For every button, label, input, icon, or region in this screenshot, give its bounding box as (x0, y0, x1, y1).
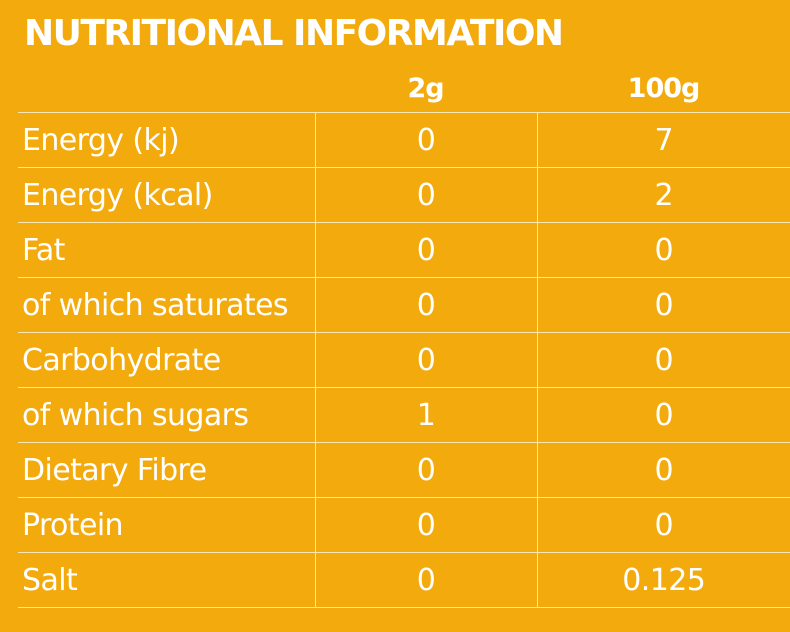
table-row-energy-kcal: Energy (kcal) 0 2 (18, 167, 790, 223)
value-2g: 0 (314, 167, 537, 223)
value-2g: 1 (314, 387, 537, 443)
row-label: Salt (18, 552, 315, 608)
column-header-2g: 2g (407, 73, 444, 104)
page-title: NUTRITIONAL INFORMATION (24, 13, 564, 54)
row-label: Energy (kj) (18, 112, 315, 168)
value-100g: 0 (536, 332, 790, 388)
table-row-salt: Salt 0 0.125 (18, 552, 790, 608)
value-100g: 0.125 (536, 552, 790, 608)
nutrition-table-body: Energy (kj) 0 7 Energy (kcal) 0 2 Fat 0 … (18, 112, 790, 608)
value-100g: 0 (536, 222, 790, 278)
table-row-protein: Protein 0 0 (18, 497, 790, 553)
column-header-100g: 100g (627, 73, 701, 104)
row-label: of which sugars (18, 387, 315, 443)
table-row-dietary-fibre: Dietary Fibre 0 0 (18, 442, 790, 498)
row-label: Protein (18, 497, 315, 553)
table-row-energy-kj: Energy (kj) 0 7 (18, 112, 790, 168)
table-row-fat: Fat 0 0 (18, 222, 790, 278)
value-2g: 0 (314, 497, 537, 553)
row-label: Energy (kcal) (18, 167, 315, 223)
value-2g: 0 (314, 277, 537, 333)
value-100g: 0 (536, 442, 790, 498)
value-2g: 0 (314, 442, 537, 498)
value-2g: 0 (314, 222, 537, 278)
table-row-sugars: of which sugars 1 0 (18, 387, 790, 443)
value-100g: 0 (536, 277, 790, 333)
value-2g: 0 (314, 552, 537, 608)
value-100g: 0 (536, 387, 790, 443)
value-2g: 0 (314, 112, 537, 168)
row-label: of which saturates (18, 277, 315, 333)
value-100g: 0 (536, 497, 790, 553)
row-label: Fat (18, 222, 315, 278)
value-100g: 7 (536, 112, 790, 168)
table-row-saturates: of which saturates 0 0 (18, 277, 790, 333)
row-label: Carbohydrate (18, 332, 315, 388)
row-label: Dietary Fibre (18, 442, 315, 498)
value-2g: 0 (314, 332, 537, 388)
table-row-carbohydrate: Carbohydrate 0 0 (18, 332, 790, 388)
value-100g: 2 (536, 167, 790, 223)
nutrition-table: Energy (kj) 0 7 Energy (kcal) 0 2 Fat 0 … (18, 112, 790, 608)
